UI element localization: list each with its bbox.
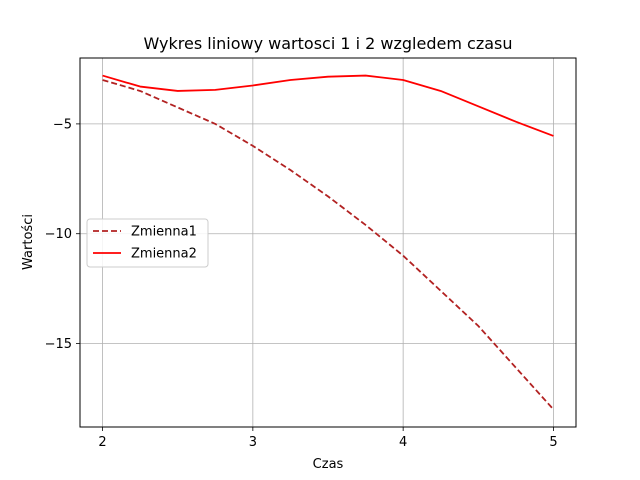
series-line-zmienna2 [102,74,554,137]
y-axis-title: Wartości [21,214,36,270]
x-tick-label-1: 3 [249,435,257,450]
y-tick-label-2: −5 [53,117,72,132]
plot-area: 2 3 4 5 −15 −10 −5 Zmienna1 Zmienna2 [45,57,577,450]
axes-frame [79,57,577,428]
y-tick-label-0: −15 [45,337,72,352]
series-line-zmienna1 [102,79,555,411]
legend-label-zmienna2: Zmienna2 [131,247,197,262]
chart-title: Wykres liniowy wartosci 1 i 2 wzgledem c… [143,34,512,53]
x-tick-label-2: 4 [399,435,407,450]
x-axis-title: Czas [313,457,344,472]
x-tick-label-3: 5 [549,435,557,450]
x-tick-label-0: 2 [98,435,106,450]
legend-label-zmienna1: Zmienna1 [131,225,197,240]
legend-box [86,218,209,268]
y-tick-label-1: −10 [45,227,72,242]
